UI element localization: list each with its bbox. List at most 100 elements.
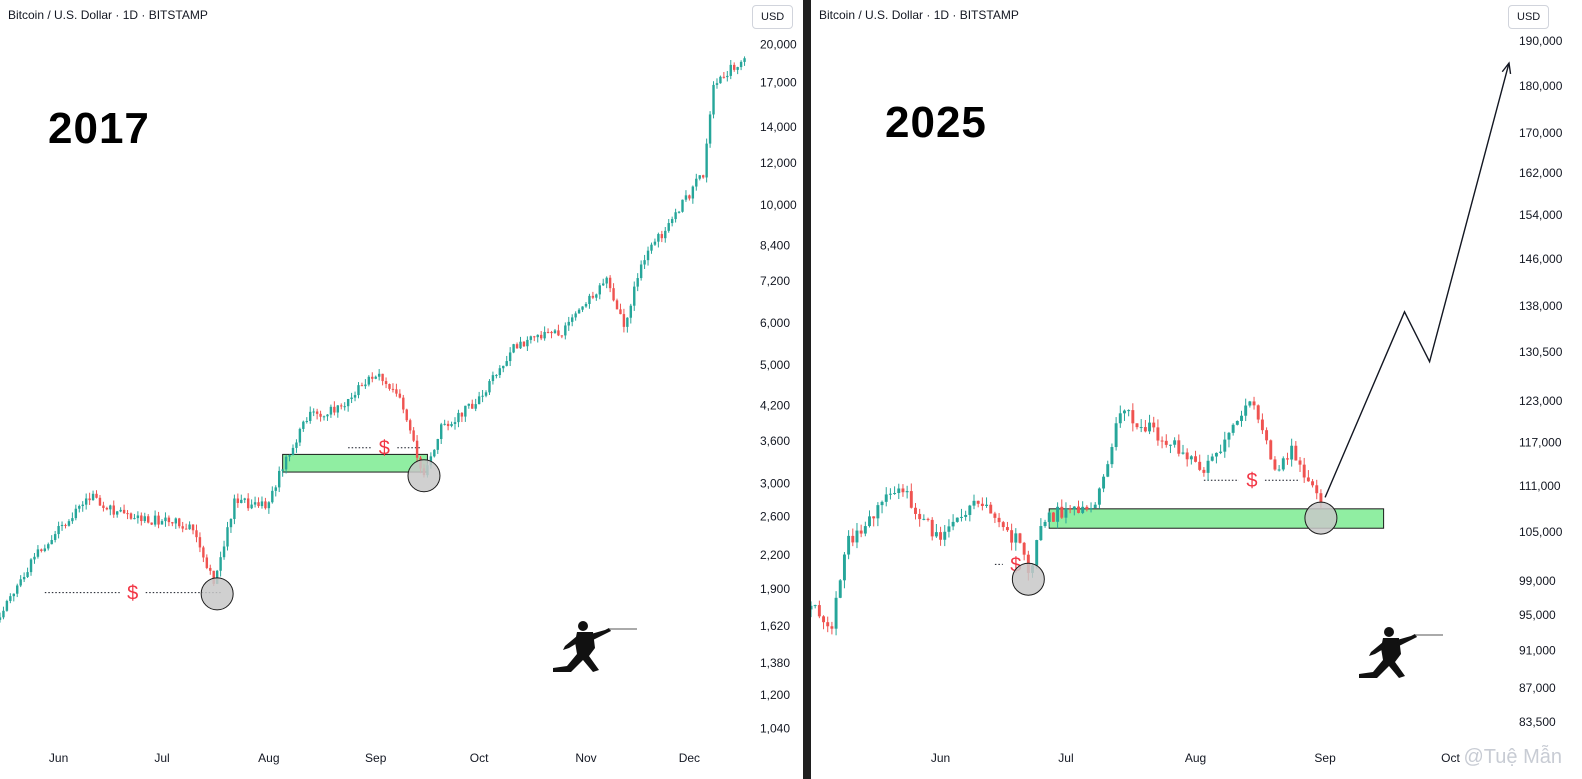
- candle-body: [1068, 508, 1072, 510]
- price-tick-label: 2,600: [760, 509, 790, 523]
- candle-body: [639, 264, 643, 279]
- candle-body: [743, 58, 746, 62]
- candle-body: [508, 352, 512, 362]
- candle-body: [298, 428, 302, 443]
- candle-body: [295, 442, 298, 448]
- candle-body: [526, 339, 529, 347]
- currency-button[interactable]: USD: [752, 5, 794, 29]
- candle-body: [739, 61, 743, 68]
- candle-body: [695, 178, 698, 187]
- candle-body: [312, 411, 315, 413]
- candle-body: [1143, 427, 1147, 432]
- candle-body: [972, 500, 976, 506]
- candle-body: [1185, 452, 1189, 460]
- candle-body: [612, 288, 615, 301]
- candle-body: [1039, 526, 1043, 541]
- candle-body: [174, 518, 178, 524]
- candle-body: [481, 395, 484, 397]
- candle-body: [830, 626, 834, 629]
- time-tick-label: Aug: [1185, 751, 1206, 765]
- candle-body: [50, 539, 53, 545]
- candle-body: [1265, 430, 1269, 441]
- candle-body: [450, 424, 453, 427]
- price-tick-label: 1,040: [760, 721, 790, 735]
- candle-body: [16, 585, 19, 594]
- candle-body: [488, 381, 491, 393]
- price-chart[interactable]: 190,000 180,000 170,000 162,000 154,000 146,0…: [811, 0, 1582, 779]
- candle-body: [574, 313, 577, 318]
- candle-body: [398, 393, 402, 398]
- candle-body: [968, 505, 972, 515]
- year-label: 2017: [48, 104, 150, 153]
- candle-body: [222, 546, 226, 558]
- candle-body: [964, 514, 968, 517]
- price-tick-label: 17,000: [760, 75, 797, 89]
- candle-body: [1127, 410, 1131, 412]
- candle-body: [1051, 512, 1055, 522]
- candle-body: [536, 334, 539, 338]
- candle-body: [930, 519, 934, 537]
- time-tick-label: Sep: [365, 751, 387, 765]
- candle-body: [926, 518, 930, 520]
- candle-body: [838, 580, 842, 598]
- price-tick-label: 162,000: [1519, 166, 1563, 180]
- candle-body: [705, 143, 708, 178]
- candle-body: [1298, 460, 1302, 465]
- candle-body: [901, 488, 905, 493]
- price-tick-label: 1,200: [760, 688, 790, 702]
- candle-body: [733, 64, 736, 70]
- candle-body: [715, 83, 719, 85]
- projection-path: [1324, 62, 1510, 498]
- candle-body: [1235, 420, 1239, 425]
- candle-body: [581, 306, 584, 310]
- candle-body: [209, 567, 212, 571]
- candle-body: [608, 277, 612, 289]
- candle-body: [667, 223, 670, 231]
- candle-body: [557, 330, 560, 336]
- candle-body: [918, 513, 922, 520]
- candle-body: [395, 389, 398, 394]
- candle-body: [219, 557, 222, 571]
- candle-body: [191, 524, 195, 531]
- candle-body: [229, 518, 233, 528]
- candle-body: [1131, 410, 1135, 424]
- candle-body: [1005, 527, 1009, 531]
- candle-body: [876, 505, 880, 519]
- candle-body: [847, 535, 851, 555]
- candle-body: [993, 513, 997, 518]
- highlight-circle: [200, 577, 234, 611]
- candle-body: [1014, 533, 1018, 543]
- price-tick-label: 154,000: [1519, 208, 1563, 222]
- highlight-circle: [1304, 501, 1338, 535]
- candle-body: [1022, 542, 1026, 555]
- candle-body: [851, 535, 855, 543]
- candle-body: [322, 416, 326, 418]
- time-tick-label: Dec: [679, 751, 700, 765]
- candle-body: [319, 413, 322, 417]
- candle-body: [257, 502, 260, 507]
- candle-body: [677, 211, 681, 213]
- candle-body: [922, 518, 926, 520]
- candle-body: [36, 549, 40, 557]
- candle-body: [1081, 506, 1085, 513]
- candle-body: [346, 399, 350, 407]
- candle-body: [102, 505, 105, 508]
- candle-body: [1072, 506, 1076, 510]
- candle-body: [29, 559, 33, 573]
- candle-body: [415, 440, 419, 458]
- time-tick-label: Oct: [1441, 751, 1460, 765]
- candle-body: [246, 498, 250, 509]
- candle-body: [657, 234, 660, 242]
- candle-body: [997, 517, 1001, 523]
- candle-body: [226, 527, 229, 547]
- candle-body: [377, 373, 381, 377]
- candle-body: [436, 439, 439, 450]
- time-tick-label: Aug: [258, 751, 279, 765]
- candle-body: [1018, 533, 1022, 543]
- currency-button[interactable]: USD: [1508, 5, 1550, 29]
- candle-body: [1110, 447, 1114, 465]
- candle-body: [329, 406, 333, 415]
- candle-body: [40, 549, 43, 551]
- price-chart[interactable]: 20,000 17,000 14,000 12,000 10,000 8,400 7,200…: [0, 0, 803, 779]
- candle-body: [577, 309, 581, 314]
